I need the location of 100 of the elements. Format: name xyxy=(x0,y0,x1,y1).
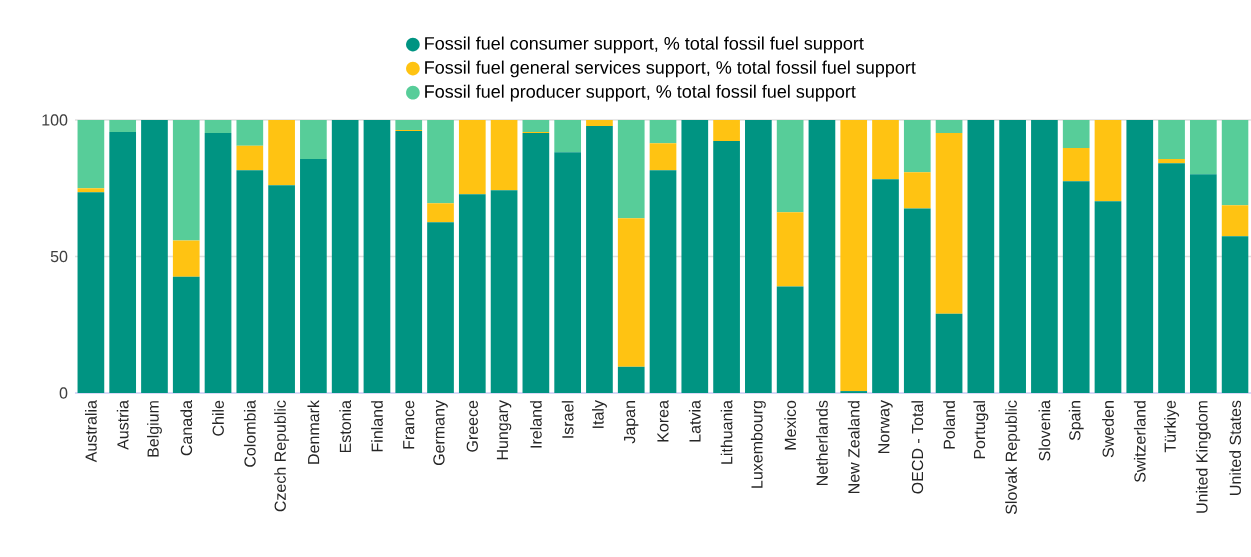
x-tick-label: Türkiye xyxy=(1164,400,1180,453)
legend-label: Fossil fuel consumer support, % total fossil fuel support xyxy=(425,36,864,54)
bar xyxy=(967,119,995,393)
bar xyxy=(1189,174,1217,393)
x-tick-label: Latvia xyxy=(688,400,701,442)
bar xyxy=(586,119,613,126)
bar xyxy=(935,119,963,134)
bar xyxy=(999,119,1026,393)
bar xyxy=(236,145,264,171)
x-tick-label: Denmark xyxy=(307,400,320,464)
bar xyxy=(427,119,454,204)
bar xyxy=(1158,163,1185,393)
bar xyxy=(109,132,137,393)
x-tick-label: Austria xyxy=(116,400,129,450)
bar xyxy=(617,119,645,219)
y-tick-label: 0 xyxy=(59,387,68,399)
bar xyxy=(554,119,582,153)
bar xyxy=(172,240,200,277)
bar xyxy=(363,119,391,393)
x-tick-label: Belgium xyxy=(146,401,162,457)
bar xyxy=(776,286,804,393)
x-tick-label: Poland xyxy=(943,401,955,449)
x-tick-label: Canada xyxy=(180,400,193,456)
bar xyxy=(458,194,486,393)
x-tick-label: Chile xyxy=(212,400,224,436)
bar xyxy=(395,119,423,131)
x-tick-label: Italy xyxy=(591,400,607,428)
bar xyxy=(872,179,899,393)
x-tick-label: Switzerland xyxy=(1133,401,1146,483)
bar xyxy=(713,119,740,142)
bar xyxy=(300,119,327,160)
bar xyxy=(236,119,264,146)
bar xyxy=(745,119,772,393)
x-tick-label: Slovak Republic xyxy=(1005,400,1021,515)
x-tick-label: United States xyxy=(1229,400,1241,495)
bar xyxy=(935,313,963,393)
x-tick-label: Ireland xyxy=(529,401,542,448)
x-tick-label: Mexico xyxy=(784,400,797,450)
bar xyxy=(331,119,359,393)
bar xyxy=(776,119,804,213)
bar xyxy=(1126,119,1154,393)
bar xyxy=(1221,236,1249,393)
y-tick-label: 50 xyxy=(50,250,68,263)
bar xyxy=(268,185,295,393)
bar xyxy=(1094,201,1122,393)
bar xyxy=(649,170,677,393)
bar xyxy=(872,119,899,180)
bar xyxy=(172,119,200,241)
bar xyxy=(490,190,518,393)
x-tick-label: Czech Republic xyxy=(274,400,290,512)
bar xyxy=(300,159,327,393)
x-tick-label: Spain xyxy=(1068,401,1084,441)
bar xyxy=(681,119,709,393)
bar xyxy=(1062,119,1090,149)
bar xyxy=(522,133,550,393)
bar xyxy=(458,119,486,195)
x-tick-label: United Kingdom xyxy=(1195,401,1211,513)
bar xyxy=(935,133,963,314)
legend-label: Fossil fuel producer support, % total fossil fuel support xyxy=(425,84,856,102)
x-tick-label: Australia xyxy=(85,400,97,463)
bar xyxy=(490,119,518,191)
x-tick-label: Portugal xyxy=(973,401,989,459)
y-tick-label: 100 xyxy=(42,114,68,126)
x-tick-label: Japan xyxy=(624,401,639,444)
bar xyxy=(427,203,454,223)
bar xyxy=(1158,159,1185,164)
bar xyxy=(649,143,677,171)
bar xyxy=(903,119,931,173)
x-tick-label: OECD - Total xyxy=(911,401,924,494)
bar xyxy=(1221,119,1249,206)
bar xyxy=(1062,181,1090,393)
bar xyxy=(1189,119,1217,175)
x-tick-label: Colombia xyxy=(243,400,256,467)
bar xyxy=(840,119,868,392)
bar xyxy=(427,222,454,393)
bar xyxy=(903,172,931,209)
bar xyxy=(617,218,645,367)
x-tick-label: New Zealand xyxy=(847,401,860,494)
bar xyxy=(109,119,137,133)
bar xyxy=(77,192,105,393)
x-tick-label: France xyxy=(403,400,415,449)
bar xyxy=(77,119,105,189)
bar xyxy=(204,119,232,134)
bar xyxy=(649,119,677,144)
bar xyxy=(1031,119,1058,393)
bar xyxy=(141,119,168,393)
x-tick-label: Estonia xyxy=(339,400,352,453)
x-tick-label: Finland xyxy=(371,401,383,452)
bar xyxy=(586,126,613,393)
bar xyxy=(776,212,804,287)
bar xyxy=(617,366,645,393)
bar xyxy=(1158,119,1185,160)
x-tick-label: Norway xyxy=(878,400,893,453)
bar xyxy=(236,170,264,393)
bar xyxy=(713,141,740,393)
x-tick-label: Korea xyxy=(657,400,669,442)
bar xyxy=(268,119,295,186)
x-tick-label: Slovenia xyxy=(1038,400,1051,461)
bar xyxy=(903,208,931,393)
x-tick-label: Lithuania xyxy=(720,400,733,464)
